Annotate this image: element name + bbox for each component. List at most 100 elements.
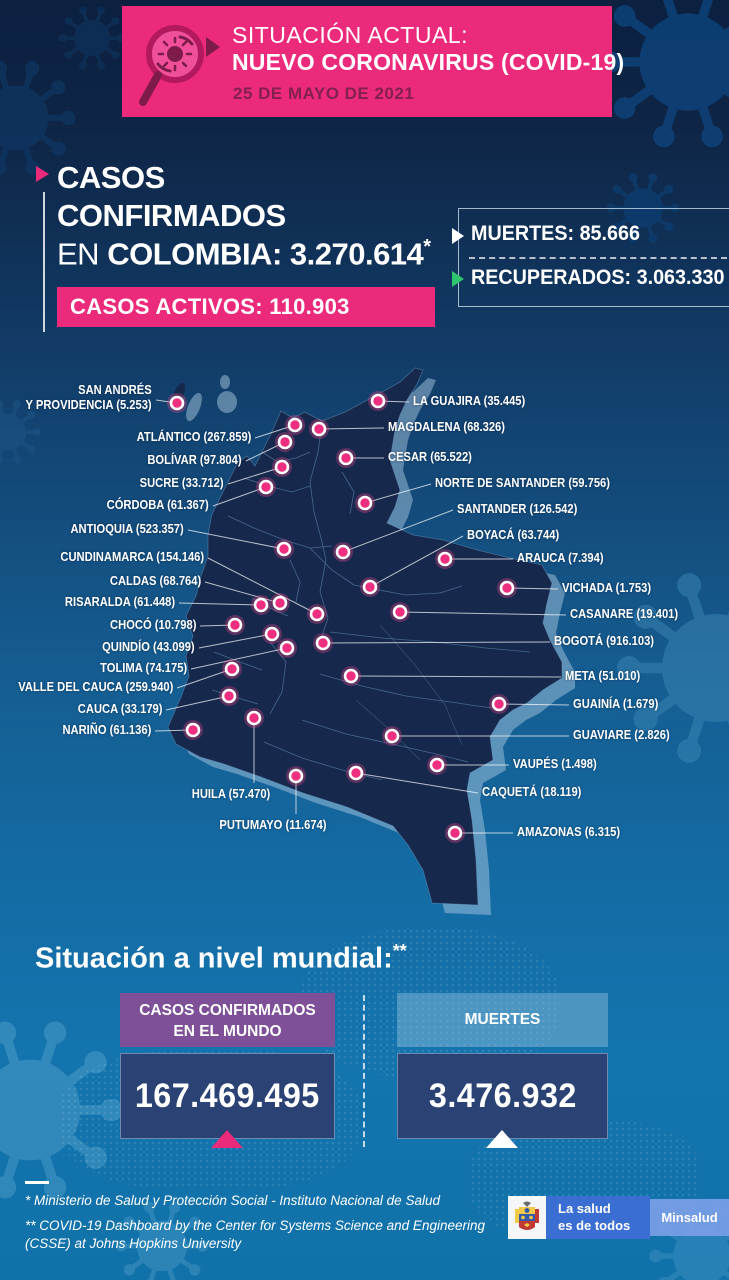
- map-dot-la-guajira: [370, 393, 386, 409]
- map-dot-meta: [343, 668, 359, 684]
- world-title-text: Situación a nivel mundial:: [35, 942, 393, 975]
- confirmed-cases-line3: EN COLOMBIA: 3.270.614*: [57, 236, 431, 272]
- map-label-la-guajira: LA GUAJIRA (35.445): [413, 393, 526, 408]
- world-confirmed-up-triangle-icon: [211, 1130, 243, 1148]
- deaths-text: MUERTES: 85.666: [471, 222, 640, 245]
- map-dot-quindio: [264, 626, 280, 642]
- world-deaths-up-triangle-icon: [486, 1130, 518, 1148]
- world-deaths-header-line1: MUERTES: [464, 1011, 541, 1028]
- connector-line-boyaca: [369, 535, 464, 588]
- world-title-asterisks: **: [392, 941, 407, 961]
- connector-line-risaralda: [178, 602, 262, 606]
- connector-line-caldas: [204, 581, 281, 604]
- asterisk-note: *: [423, 236, 431, 258]
- map-label-cauca: CAUCA (33.179): [77, 701, 162, 716]
- map-dot-casanare: [392, 604, 408, 620]
- connector-line-meta: [350, 675, 562, 678]
- connector-line-cauca: [165, 695, 230, 711]
- map-label-valle-del-cauca: VALLE DEL CAUCA (259.940): [17, 679, 173, 694]
- recovered-text: RECUPERADOS: 3.063.330: [471, 266, 725, 289]
- map-dot-vaupes: [429, 757, 445, 773]
- map-label-san-andres: SAN ANDRÉS Y PROVIDENCIA (5.253): [25, 382, 152, 412]
- map-dot-norte-de-santander: [357, 495, 373, 511]
- slogan-line1: La salud: [558, 1201, 611, 1217]
- map-dot-risaralda: [253, 597, 269, 613]
- map-label-casanare: CASANARE (19.401): [570, 606, 679, 621]
- stats-dashed-divider: [469, 257, 727, 259]
- world-deaths-card-header: MUERTES: [397, 993, 608, 1047]
- footer-source-note-1: * Ministerio de Salud y Protección Socia…: [25, 1193, 440, 1208]
- map-label-caqueta: CAQUETÁ (18.119): [482, 784, 582, 799]
- map-dot-san-andres: [169, 395, 185, 411]
- map-label-sucre: SUCRE (33.712): [140, 475, 224, 490]
- active-cases-badge: CASOS ACTIVOS: 110.903: [57, 287, 435, 327]
- connector-line-cordoba: [212, 486, 267, 507]
- footer-source-note-2: ** COVID-19 Dashboard by the Center for …: [25, 1218, 485, 1252]
- connector-line-tolima: [190, 647, 288, 670]
- map-label-quindio: QUINDÍO (43.099): [102, 639, 195, 654]
- deaths-arrow-icon: [452, 228, 464, 244]
- world-confirmed-card-header: CASOS CONFIRMADOS EN EL MUNDO: [120, 993, 335, 1047]
- map-label-vaupes: VAUPÉS (1.498): [513, 756, 597, 771]
- map-label-narino: NARIÑO (61.136): [62, 722, 151, 737]
- slogan-line2: es de todos: [558, 1217, 631, 1233]
- summary-accent-line: [43, 192, 45, 332]
- connector-line-antioquia: [187, 529, 285, 550]
- summary-bullet-icon: [36, 166, 49, 182]
- map-dot-caqueta: [348, 765, 364, 781]
- map-label-huila: HUILA (57.470): [191, 786, 270, 801]
- map-dot-bolivar: [277, 434, 293, 450]
- map-label-cundinamarca: CUNDINAMARCA (154.146): [60, 549, 204, 564]
- world-confirmed-header-line1: CASOS CONFIRMADOS: [139, 1002, 316, 1019]
- map-dot-choco: [227, 617, 243, 633]
- map-label-amazonas: AMAZONAS (6.315): [517, 824, 621, 839]
- confirmed-cases-line1: CASOS: [57, 160, 165, 195]
- map-label-bolivar: BOLÍVAR (97.804): [147, 452, 242, 467]
- map-label-caldas: CALDAS (68.764): [109, 573, 201, 588]
- map-dot-magdalena: [311, 421, 327, 437]
- map-label-arauca: ARAUCA (7.394): [517, 550, 604, 565]
- map-dot-cordoba: [258, 479, 274, 495]
- map-dot-valle-del-cauca: [224, 661, 240, 677]
- map-label-bogota: BOGOTÁ (916.103): [554, 633, 655, 648]
- header-kicker: SITUACIÓN ACTUAL:: [232, 22, 468, 48]
- map-label-norte-de-santander: NORTE DE SANTANDER (59.756): [435, 475, 610, 490]
- map-dot-cauca: [221, 688, 237, 704]
- header-arrow-icon: [206, 37, 220, 57]
- map-label-cordoba: CÓRDOBA (61.367): [106, 497, 209, 512]
- world-confirmed-card-value: 167.469.495: [120, 1053, 335, 1139]
- coat-of-arms-icon: [515, 1201, 539, 1230]
- connector-line-valle-del-cauca: [176, 668, 233, 689]
- map-label-santander: SANTANDER (126.542): [457, 501, 578, 516]
- map-label-vichada: VICHADA (1.753): [562, 580, 652, 595]
- map-annotations: [154, 391, 570, 843]
- world-deaths-number: 3.476.932: [428, 1077, 577, 1115]
- map-dot-antioquia: [276, 541, 292, 557]
- map-label-magdalena: MAGDALENA (68.326): [388, 419, 506, 434]
- header-banner: [122, 6, 612, 117]
- connector-line-norte-de-santander: [364, 483, 432, 504]
- map-dot-boyaca: [362, 579, 378, 595]
- connector-line-quindio: [198, 633, 273, 649]
- colombia-map: [167, 367, 575, 915]
- connector-line-caqueta: [355, 772, 479, 794]
- world-cards-divider: [363, 995, 365, 1147]
- map-dot-cundinamarca: [309, 606, 325, 622]
- minsalud-label: Minsalud: [661, 1210, 718, 1225]
- header-title: NUEVO CORONAVIRUS (COVID-19): [232, 49, 625, 75]
- connector-line-guainia: [498, 703, 570, 706]
- world-section-title: Situación a nivel mundial:**: [35, 941, 407, 976]
- map-dot-narino: [185, 722, 201, 738]
- map-label-guaviare: GUAVIARE (2.826): [573, 727, 670, 742]
- map-dot-caldas: [272, 595, 288, 611]
- connector-line-santander: [342, 509, 454, 553]
- world-deaths-card-value: 3.476.932: [397, 1053, 608, 1139]
- connector-line-cundinamarca: [207, 557, 318, 615]
- recovered-arrow-icon: [452, 271, 464, 287]
- map-dot-arauca: [437, 551, 453, 567]
- confirmed-cases-line2: CONFIRMADOS: [57, 198, 286, 233]
- map-dot-guainia: [491, 696, 507, 712]
- connector-line-bogota: [322, 641, 551, 644]
